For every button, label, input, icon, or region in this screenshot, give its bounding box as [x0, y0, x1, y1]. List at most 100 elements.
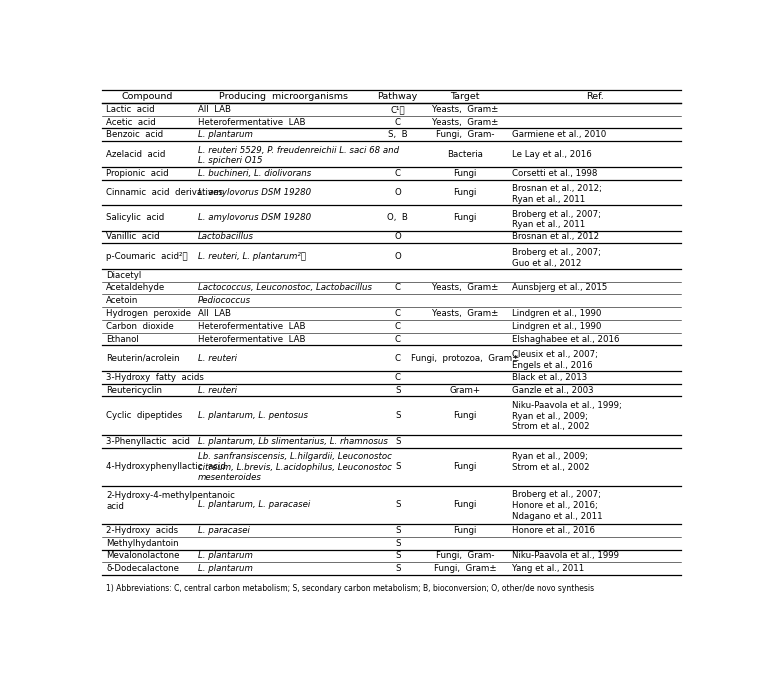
Text: 3-Hydroxy  fatty  acids: 3-Hydroxy fatty acids: [106, 372, 204, 382]
Text: L. buchineri, L. diolivorans: L. buchineri, L. diolivorans: [198, 169, 311, 178]
Text: Fungi: Fungi: [454, 188, 477, 197]
Text: Brosnan et al., 2012: Brosnan et al., 2012: [513, 233, 600, 241]
Text: Lindgren et al., 1990: Lindgren et al., 1990: [513, 309, 602, 318]
Text: S: S: [395, 552, 400, 560]
Text: L. plantarum, L. pentosus: L. plantarum, L. pentosus: [198, 411, 308, 420]
Text: L. reuteri 5529, P. freudenreichii L. saci 68 and
L. spicheri O15: L. reuteri 5529, P. freudenreichii L. sa…: [198, 145, 399, 165]
Text: L. amylovorus DSM 19280: L. amylovorus DSM 19280: [198, 213, 311, 222]
Text: All  LAB: All LAB: [198, 309, 231, 318]
Text: S,  B: S, B: [388, 130, 407, 139]
Text: Producing  microorganisms: Producing microorganisms: [219, 92, 348, 101]
Text: Black et al., 2013: Black et al., 2013: [513, 372, 588, 382]
Text: δ-Dodecalactone: δ-Dodecalactone: [106, 565, 180, 573]
Text: Ethanol: Ethanol: [106, 335, 139, 344]
Text: Honore et al., 2016: Honore et al., 2016: [513, 526, 595, 535]
Text: 2-Hydroxy-4-methylpentanoic
acid: 2-Hydroxy-4-methylpentanoic acid: [106, 491, 235, 510]
Text: Mevalonolactone: Mevalonolactone: [106, 552, 180, 560]
Text: Fungi: Fungi: [454, 500, 477, 510]
Text: Acetoin: Acetoin: [106, 296, 139, 305]
Text: Target: Target: [451, 92, 480, 101]
Text: Elshaghabee et al., 2016: Elshaghabee et al., 2016: [513, 335, 620, 344]
Text: p-Coumaric  acid²⧩: p-Coumaric acid²⧩: [106, 252, 188, 261]
Text: Niku-Paavola et al., 1999: Niku-Paavola et al., 1999: [513, 552, 620, 560]
Text: O,  B: O, B: [387, 213, 408, 222]
Text: Pathway: Pathway: [377, 92, 418, 101]
Text: Brosnan et al., 2012;
Ryan et al., 2011: Brosnan et al., 2012; Ryan et al., 2011: [513, 184, 603, 204]
Text: C: C: [395, 354, 401, 363]
Text: Le Lay et al., 2016: Le Lay et al., 2016: [513, 150, 592, 158]
Text: Acetic  acid: Acetic acid: [106, 117, 156, 127]
Text: Heterofermentative  LAB: Heterofermentative LAB: [198, 322, 306, 331]
Text: S: S: [395, 411, 400, 420]
Text: Acetaldehyde: Acetaldehyde: [106, 283, 166, 292]
Text: Yeasts,  Gram±: Yeasts, Gram±: [432, 117, 498, 127]
Text: Salicylic  acid: Salicylic acid: [106, 213, 164, 222]
Text: Ryan et al., 2009;
Strom et al., 2002: Ryan et al., 2009; Strom et al., 2002: [513, 452, 590, 472]
Text: Compound: Compound: [121, 92, 173, 101]
Text: 3-Phenyllactic  acid: 3-Phenyllactic acid: [106, 436, 190, 446]
Text: Broberg et al., 2007;
Guo et al., 2012: Broberg et al., 2007; Guo et al., 2012: [513, 248, 601, 268]
Text: Vanillic  acid: Vanillic acid: [106, 233, 160, 241]
Text: Yang et al., 2011: Yang et al., 2011: [513, 565, 584, 573]
Text: Methylhydantoin: Methylhydantoin: [106, 539, 179, 547]
Text: C: C: [395, 169, 401, 178]
Text: Yeasts,  Gram±: Yeasts, Gram±: [432, 309, 498, 318]
Text: S: S: [395, 500, 400, 510]
Text: L. reuteri, L. plantarum²⧩: L. reuteri, L. plantarum²⧩: [198, 252, 306, 261]
Text: All  LAB: All LAB: [198, 105, 231, 114]
Text: S: S: [395, 386, 400, 394]
Text: Fungi: Fungi: [454, 411, 477, 420]
Text: Cleusix et al., 2007;
Engels et al., 2016: Cleusix et al., 2007; Engels et al., 201…: [513, 350, 598, 370]
Text: Lindgren et al., 1990: Lindgren et al., 1990: [513, 322, 602, 331]
Text: C: C: [395, 309, 401, 318]
Text: Fungi,  Gram±: Fungi, Gram±: [434, 565, 497, 573]
Text: O: O: [394, 252, 401, 261]
Text: Lactobacillus: Lactobacillus: [198, 233, 254, 241]
Text: L. plantarum: L. plantarum: [198, 565, 253, 573]
Text: Cinnamic  acid  derivatives: Cinnamic acid derivatives: [106, 188, 223, 197]
Text: Benzoic  acid: Benzoic acid: [106, 130, 163, 139]
Text: Heterofermentative  LAB: Heterofermentative LAB: [198, 117, 306, 127]
Text: S: S: [395, 436, 400, 446]
Text: L. plantarum: L. plantarum: [198, 552, 253, 560]
Text: Heterofermentative  LAB: Heterofermentative LAB: [198, 335, 306, 344]
Text: Lb. sanfransiscensis, L.hilgardii, Leuconostoc
citreum, L.brevis, L.acidophilus,: Lb. sanfransiscensis, L.hilgardii, Leuco…: [198, 452, 392, 482]
Text: Bacteria: Bacteria: [447, 150, 483, 158]
Text: Ref.: Ref.: [586, 92, 604, 101]
Text: L. amylovorus DSM 19280: L. amylovorus DSM 19280: [198, 188, 311, 197]
Text: S: S: [395, 462, 400, 471]
Text: Reutericyclin: Reutericyclin: [106, 386, 162, 394]
Text: Fungi: Fungi: [454, 213, 477, 222]
Text: L. plantarum, Lb slimentarius, L. rhamnosus: L. plantarum, Lb slimentarius, L. rhamno…: [198, 436, 387, 446]
Text: Pediococcus: Pediococcus: [198, 296, 251, 305]
Text: S: S: [395, 526, 400, 535]
Text: L. reuteri: L. reuteri: [198, 354, 237, 363]
Text: C: C: [395, 335, 401, 344]
Text: C: C: [395, 117, 401, 127]
Text: Garmiene et al., 2010: Garmiene et al., 2010: [513, 130, 607, 139]
Text: S: S: [395, 565, 400, 573]
Text: Carbon  dioxide: Carbon dioxide: [106, 322, 174, 331]
Text: Yeasts,  Gram±: Yeasts, Gram±: [432, 105, 498, 114]
Text: Lactococcus, Leuconostoc, Lactobacillus: Lactococcus, Leuconostoc, Lactobacillus: [198, 283, 372, 292]
Text: Lactic  acid: Lactic acid: [106, 105, 155, 114]
Text: Fungi: Fungi: [454, 169, 477, 178]
Text: Hydrogen  peroxide: Hydrogen peroxide: [106, 309, 191, 318]
Text: Ganzle et al., 2003: Ganzle et al., 2003: [513, 386, 594, 394]
Text: Propionic  acid: Propionic acid: [106, 169, 169, 178]
Text: C: C: [395, 372, 401, 382]
Text: C¹⧩: C¹⧩: [390, 105, 405, 114]
Text: O: O: [394, 233, 401, 241]
Text: Fungi: Fungi: [454, 526, 477, 535]
Text: Aunsbjerg et al., 2015: Aunsbjerg et al., 2015: [513, 283, 608, 292]
Text: L. reuteri: L. reuteri: [198, 386, 237, 394]
Text: Reuterin/acrolein: Reuterin/acrolein: [106, 354, 180, 363]
Text: Cyclic  dipeptides: Cyclic dipeptides: [106, 411, 183, 420]
Text: Azelacid  acid: Azelacid acid: [106, 150, 166, 158]
Text: 4-Hydroxyphenyllactic  acid: 4-Hydroxyphenyllactic acid: [106, 462, 226, 471]
Text: Corsetti et al., 1998: Corsetti et al., 1998: [513, 169, 597, 178]
Text: L. paracasei: L. paracasei: [198, 526, 250, 535]
Text: Gram+: Gram+: [449, 386, 481, 394]
Text: Fungi: Fungi: [454, 462, 477, 471]
Text: C: C: [395, 283, 401, 292]
